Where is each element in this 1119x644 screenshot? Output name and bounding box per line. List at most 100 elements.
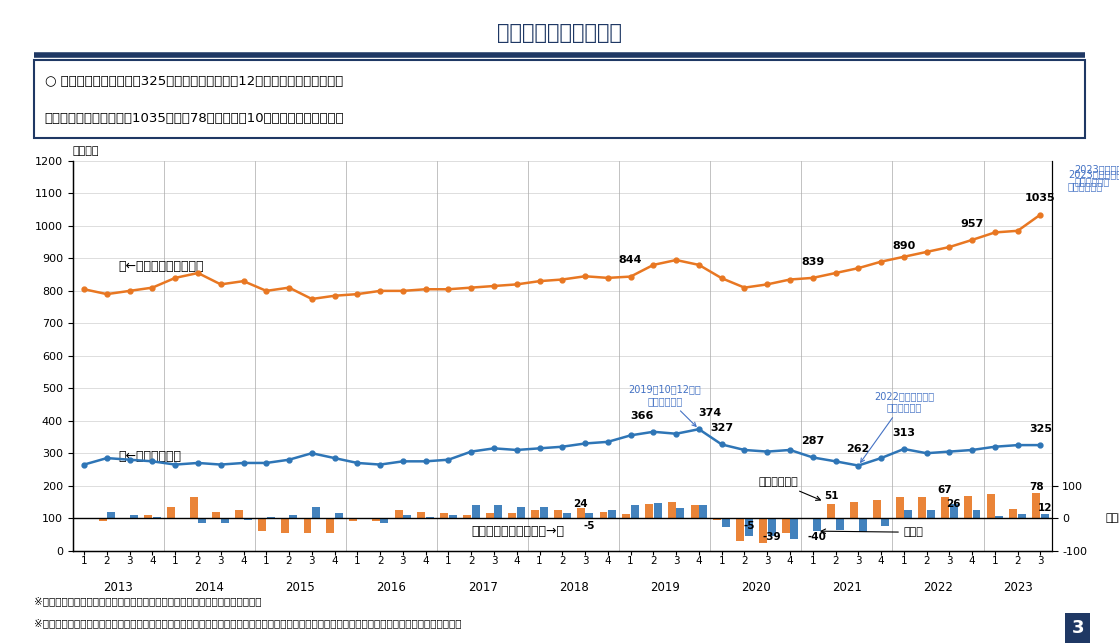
Bar bbox=[585, 513, 593, 518]
Text: （万人）: （万人） bbox=[73, 146, 100, 156]
Text: 2020: 2020 bbox=[741, 582, 771, 594]
Text: -39: -39 bbox=[762, 532, 781, 542]
Bar bbox=[1018, 515, 1026, 518]
Text: -5: -5 bbox=[584, 521, 595, 531]
Text: 957: 957 bbox=[960, 219, 984, 229]
Bar bbox=[722, 518, 730, 527]
Bar bbox=[327, 518, 335, 533]
Bar bbox=[532, 510, 539, 518]
Text: 2021: 2021 bbox=[833, 582, 862, 594]
Text: 374: 374 bbox=[698, 408, 722, 418]
Text: -5: -5 bbox=[743, 521, 754, 531]
Bar bbox=[167, 507, 175, 518]
Bar bbox=[963, 497, 971, 518]
Text: 2022年１～３月期
（過去最少）: 2022年１～３月期 （過去最少） bbox=[861, 391, 934, 462]
Bar bbox=[904, 509, 912, 518]
Bar bbox=[189, 497, 198, 518]
Text: 78: 78 bbox=[1028, 482, 1043, 492]
Text: 2018: 2018 bbox=[558, 582, 589, 594]
Bar bbox=[941, 497, 949, 518]
Text: 327: 327 bbox=[711, 423, 733, 433]
Bar bbox=[927, 510, 935, 518]
Bar bbox=[736, 518, 744, 541]
Text: 2019年10～12月期
（過去最多）: 2019年10～12月期 （過去最多） bbox=[629, 384, 702, 426]
Bar bbox=[631, 505, 639, 518]
Bar bbox=[972, 510, 980, 518]
Bar bbox=[380, 518, 388, 523]
Bar bbox=[303, 518, 311, 533]
Bar bbox=[995, 516, 1004, 518]
Bar bbox=[517, 507, 525, 518]
Text: （←左軸）転職等希望者: （←左軸）転職等希望者 bbox=[119, 260, 204, 273]
Bar bbox=[222, 518, 229, 523]
Text: 839: 839 bbox=[801, 257, 825, 267]
Bar bbox=[690, 505, 698, 518]
Bar bbox=[403, 515, 411, 518]
Bar bbox=[471, 505, 480, 518]
Bar bbox=[198, 518, 206, 523]
Bar bbox=[449, 515, 457, 518]
Bar bbox=[745, 518, 753, 536]
Bar bbox=[882, 518, 890, 526]
Text: 287: 287 bbox=[801, 437, 825, 446]
Bar bbox=[107, 511, 115, 518]
Bar bbox=[144, 515, 152, 518]
Bar bbox=[130, 515, 138, 518]
Bar bbox=[699, 506, 707, 518]
Text: また、転職等希望者は1035万人と78万人増加（10期連続、過去最多）。: また、転職等希望者は1035万人と78万人増加（10期連続、過去最多）。 bbox=[45, 112, 345, 126]
Text: 890: 890 bbox=[892, 241, 915, 251]
Bar bbox=[645, 504, 653, 518]
Bar bbox=[1041, 515, 1049, 518]
Bar bbox=[677, 508, 685, 518]
Bar bbox=[782, 518, 790, 533]
Bar bbox=[987, 494, 995, 518]
Bar bbox=[335, 513, 342, 518]
Bar bbox=[312, 507, 320, 518]
Text: 2014: 2014 bbox=[195, 582, 224, 594]
Bar bbox=[213, 511, 220, 518]
Text: 転職者: 転職者 bbox=[821, 527, 923, 537]
Bar bbox=[850, 502, 858, 518]
Bar bbox=[463, 515, 471, 518]
Text: 3: 3 bbox=[1071, 619, 1084, 637]
Bar bbox=[622, 514, 630, 518]
Bar bbox=[349, 518, 357, 522]
Text: 26: 26 bbox=[947, 498, 961, 509]
Text: 844: 844 bbox=[619, 256, 642, 265]
Text: 転職等希望者: 転職等希望者 bbox=[759, 477, 820, 500]
Bar bbox=[714, 518, 722, 520]
Bar bbox=[372, 518, 379, 522]
Bar bbox=[486, 513, 493, 518]
Text: -40: -40 bbox=[808, 532, 827, 542]
Text: 2019: 2019 bbox=[650, 582, 679, 594]
Text: 313: 313 bbox=[892, 428, 915, 438]
Bar bbox=[576, 508, 585, 518]
Bar bbox=[609, 510, 617, 518]
Bar bbox=[244, 518, 252, 520]
Bar bbox=[836, 518, 844, 529]
Bar bbox=[600, 511, 608, 518]
Bar bbox=[768, 518, 775, 536]
Text: 12: 12 bbox=[1037, 503, 1052, 513]
Bar bbox=[258, 518, 266, 531]
Text: 2022: 2022 bbox=[923, 582, 953, 594]
Text: 262: 262 bbox=[847, 444, 869, 455]
Bar bbox=[554, 510, 562, 518]
Text: 転職者、転職等希望者: 転職者、転職等希望者 bbox=[497, 23, 622, 43]
Text: ※転職者とは、就業者のうち、前職のある者で、過去１年間に離職を経験した者: ※転職者とは、就業者のうち、前職のある者で、過去１年間に離職を経験した者 bbox=[34, 596, 261, 606]
Bar bbox=[395, 510, 403, 518]
Bar bbox=[950, 504, 958, 518]
Text: 2016: 2016 bbox=[377, 582, 406, 594]
Text: 325: 325 bbox=[1029, 424, 1052, 434]
Bar bbox=[281, 518, 289, 533]
Bar bbox=[98, 518, 106, 522]
Text: 2015: 2015 bbox=[285, 582, 316, 594]
Text: 2013: 2013 bbox=[103, 582, 133, 594]
Text: 51: 51 bbox=[824, 491, 838, 500]
Text: 2023年７～９月期
（過去最多）: 2023年７～９月期 （過去最多） bbox=[1074, 164, 1119, 186]
Text: 2023: 2023 bbox=[1003, 582, 1033, 594]
Bar bbox=[495, 505, 502, 518]
Text: （万人）: （万人） bbox=[1106, 513, 1119, 523]
Text: 366: 366 bbox=[631, 411, 653, 421]
Bar bbox=[417, 511, 425, 518]
